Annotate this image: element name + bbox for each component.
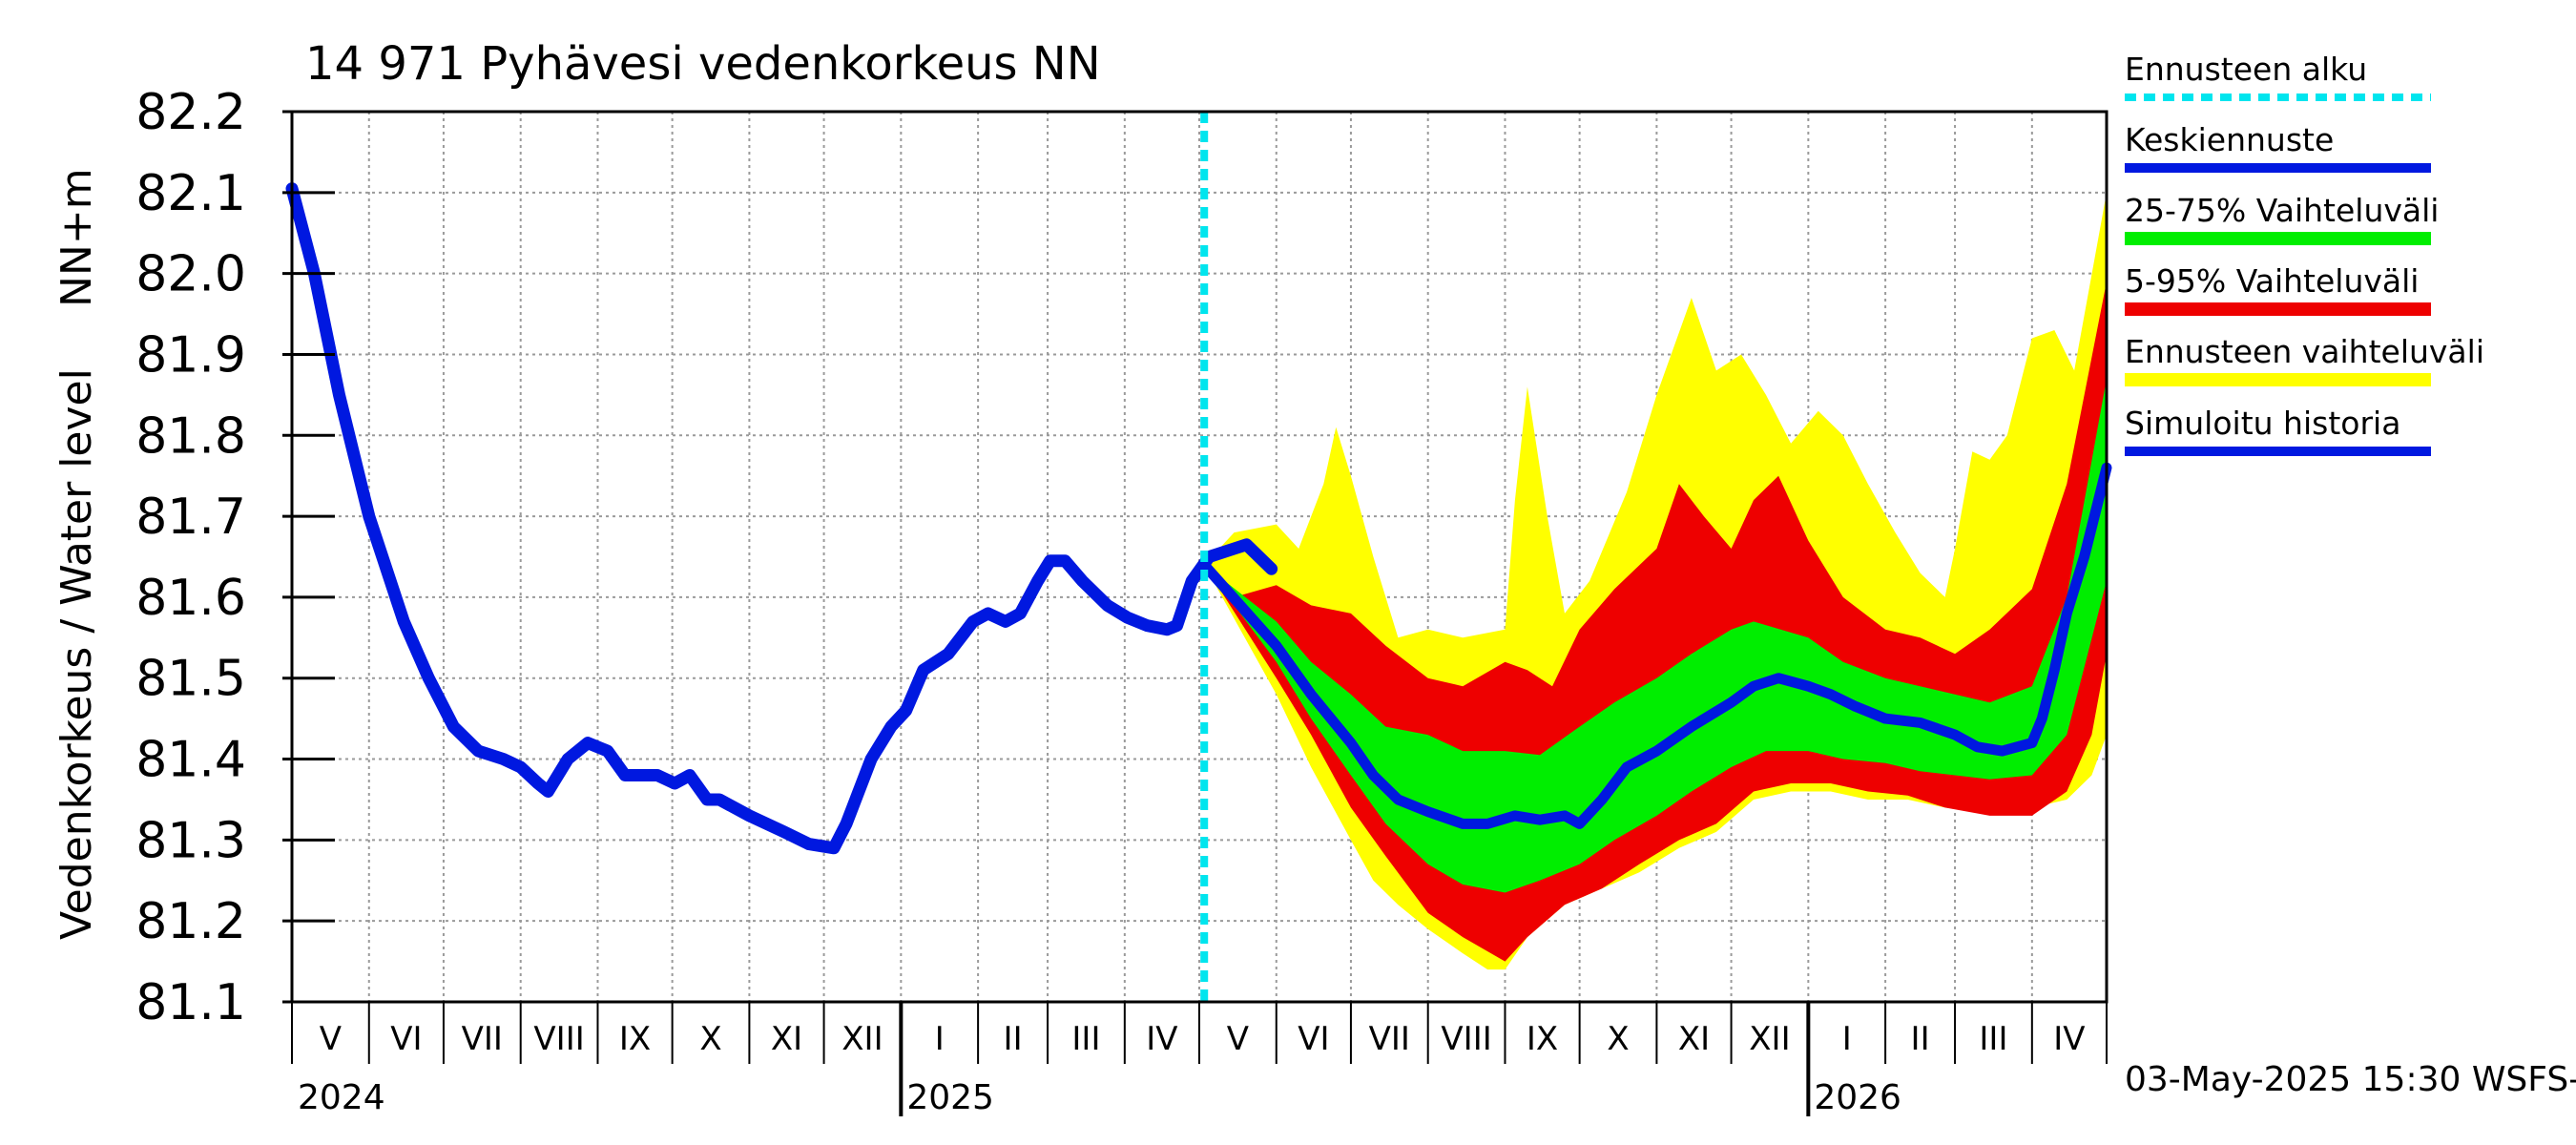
- x-tick-label-month: IV: [1146, 1020, 1177, 1058]
- x-tick-label-month: XI: [1678, 1020, 1710, 1058]
- legend-label: Keskiennuste: [2125, 121, 2334, 158]
- x-tick-label-month: III: [1979, 1020, 2007, 1058]
- x-tick-label-month: IX: [1527, 1020, 1558, 1058]
- y-tick-label: 81.9: [135, 326, 246, 384]
- x-tick-label-month: X: [699, 1020, 721, 1058]
- x-tick-label-month: IX: [619, 1020, 651, 1058]
- legend-label: Simuloitu historia: [2125, 405, 2400, 442]
- legend-swatch: [2125, 373, 2431, 386]
- x-tick-label-month: VI: [1298, 1020, 1329, 1058]
- y-tick-label: 81.7: [135, 489, 246, 546]
- legend-label: Ennusteen vaihteluväli: [2125, 333, 2484, 370]
- forecast-bands: [1204, 192, 2107, 970]
- legend-swatch: [2125, 302, 2431, 316]
- x-tick-label-month: XII: [1749, 1020, 1790, 1058]
- y-tick-label: 81.1: [135, 974, 246, 1031]
- x-tick-label-year: 2025: [906, 1078, 994, 1117]
- y-tick-label: 81.2: [135, 893, 246, 950]
- x-tick-label-month: XII: [841, 1020, 883, 1058]
- x-tick-label-month: II: [1004, 1020, 1023, 1058]
- x-tick-label-month: V: [320, 1020, 342, 1058]
- y-tick-label: 81.4: [135, 732, 246, 789]
- x-tick-label-month: III: [1071, 1020, 1100, 1058]
- y-tick-label: 81.5: [135, 651, 246, 708]
- y-tick-label: 81.6: [135, 570, 246, 627]
- band-25-75-vaihteluv-li: [1204, 378, 2107, 893]
- x-tick-label-month: I: [1842, 1020, 1852, 1058]
- legend-label: 5-95% Vaihteluväli: [2125, 262, 2419, 300]
- timestamp-label: 03-May-2025 15:30 WSFS-O: [2125, 1060, 2576, 1099]
- x-tick-label-year: 2026: [1814, 1078, 1901, 1117]
- series-simuloitu-historia: [285, 182, 1278, 855]
- x-tick-label-month: XI: [771, 1020, 802, 1058]
- legend-label: Ennusteen alku: [2125, 51, 2367, 88]
- x-tick-label-year: 2024: [298, 1078, 385, 1117]
- x-tick-label-month: X: [1607, 1020, 1629, 1058]
- y-tick-label: 82.0: [135, 246, 246, 303]
- chart-title: 14 971 Pyhävesi vedenkorkeus NN: [305, 37, 1101, 91]
- legend-label: 25-75% Vaihteluväli: [2125, 192, 2439, 229]
- y-tick-label: 81.3: [135, 812, 246, 869]
- x-tick-label-month: VI: [390, 1020, 422, 1058]
- y-tick-label: 82.2: [135, 84, 246, 141]
- series-keskiennuste: [1198, 462, 2112, 829]
- series-lines: [285, 112, 2112, 1002]
- x-tick-label-month: II: [1911, 1020, 1930, 1058]
- x-tick-label-month: VII: [1369, 1020, 1410, 1058]
- y-tick-label: 81.8: [135, 407, 246, 465]
- x-tick-label-month: IV: [2053, 1020, 2085, 1058]
- legend: Ennusteen alku Keskiennuste 25-75% Vaihtel…: [2125, 51, 2484, 456]
- x-tick-label-month: VIII: [1441, 1020, 1491, 1058]
- x-tick-label-month: VIII: [533, 1020, 584, 1058]
- axes: 81.1 81.2 81.3 81.4 81.5 81.6 81.7 81.8 81.9 82.0…: [135, 84, 2109, 1117]
- x-tick-label-month: V: [1227, 1020, 1249, 1058]
- legend-swatch: [2125, 232, 2431, 245]
- x-tick-label-month: VII: [462, 1020, 503, 1058]
- y-tick-label: 82.1: [135, 165, 246, 222]
- x-tick-label-month: I: [935, 1020, 945, 1058]
- y-axis-label: Vedenkorkeus / Water level: [52, 368, 101, 940]
- y-axis-unit: NN+m: [52, 168, 101, 307]
